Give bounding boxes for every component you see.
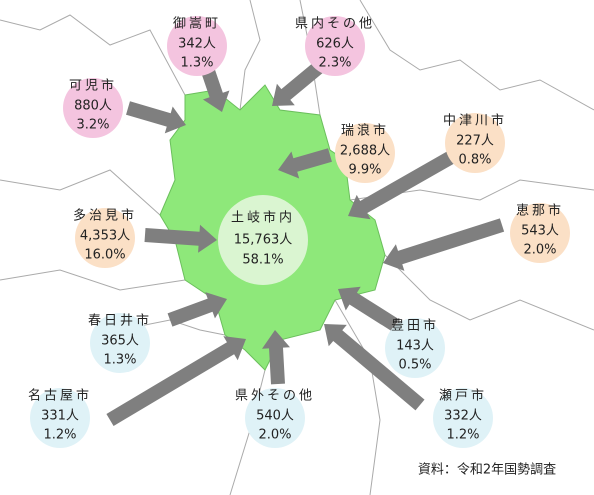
origin-name: 多治見市	[73, 208, 137, 224]
origin-name: 中津川市	[443, 113, 507, 129]
origin-name: 県内その他	[295, 16, 375, 32]
center-name: 土岐市内	[231, 210, 295, 226]
origin-circle	[305, 16, 365, 76]
arrow	[383, 218, 505, 271]
center-count: 15,763人	[234, 233, 293, 248]
origin-count: 4,353人	[80, 229, 130, 244]
origin-circle	[445, 113, 505, 173]
origin-pct: 9.9%	[348, 163, 381, 178]
origin-circle	[63, 78, 123, 138]
origin-pct: 3.2%	[76, 118, 109, 133]
origin-count: 332人	[444, 409, 482, 424]
origin-name: 瑞浪市	[341, 123, 389, 139]
origin-circle	[245, 388, 305, 448]
origin-count: 2,688人	[340, 144, 390, 159]
origin-pct: 1.3%	[180, 56, 213, 71]
origin-name: 可児市	[69, 78, 117, 94]
origin-name: 豊田市	[391, 318, 439, 334]
origin-name: 恵那市	[516, 203, 564, 219]
origin-pct: 1.3%	[103, 353, 136, 368]
origin-circle	[75, 208, 135, 268]
arrow	[126, 101, 186, 134]
origin-count: 365人	[101, 334, 139, 349]
origin-count: 143人	[396, 339, 434, 354]
origin-count: 342人	[178, 37, 216, 52]
origin-count: 543人	[521, 224, 559, 239]
origin-count: 540人	[256, 409, 294, 424]
origin-name: 春日井市	[88, 313, 152, 329]
origin-name: 瀬戸市	[439, 388, 487, 404]
origin-pct: 2.0%	[258, 428, 291, 443]
origin-pct: 2.3%	[318, 56, 351, 71]
origin-count: 880人	[74, 99, 112, 114]
center-circle	[218, 195, 308, 285]
arrow	[338, 286, 399, 331]
origin-circle	[433, 388, 493, 448]
origin-pct: 2.0%	[523, 243, 556, 258]
arrow	[167, 292, 227, 327]
origin-count: 331人	[41, 409, 79, 424]
origin-circle	[385, 318, 445, 378]
origin-circle	[335, 123, 395, 183]
origin-name: 県外その他	[235, 389, 315, 404]
arrow	[262, 330, 290, 385]
source: 資料：令和2年国勢調査	[418, 463, 556, 478]
arrows	[106, 56, 505, 427]
center-pct: 58.1%	[242, 253, 283, 268]
origin-pct: 0.8%	[458, 153, 491, 168]
origin-circle	[90, 313, 150, 373]
arrow	[144, 224, 217, 253]
origin-count: 227人	[456, 134, 494, 149]
origin-circle	[30, 388, 90, 448]
origin-pct: 16.0%	[84, 248, 125, 263]
arrow	[324, 324, 425, 411]
origin-name: 御嵩町	[173, 17, 221, 32]
origin-pct: 1.2%	[43, 428, 76, 443]
origin-count: 626人	[316, 37, 354, 52]
arrow	[348, 148, 459, 220]
origin-pct: 0.5%	[398, 358, 431, 373]
origin-name: 名古屋市	[28, 388, 92, 404]
arrow	[200, 65, 230, 112]
origin-circle	[510, 203, 570, 263]
arrow	[278, 148, 332, 179]
origin-pct: 1.2%	[446, 428, 479, 443]
origin-circle	[167, 16, 227, 76]
arrow	[272, 56, 330, 106]
arrow	[106, 336, 246, 427]
